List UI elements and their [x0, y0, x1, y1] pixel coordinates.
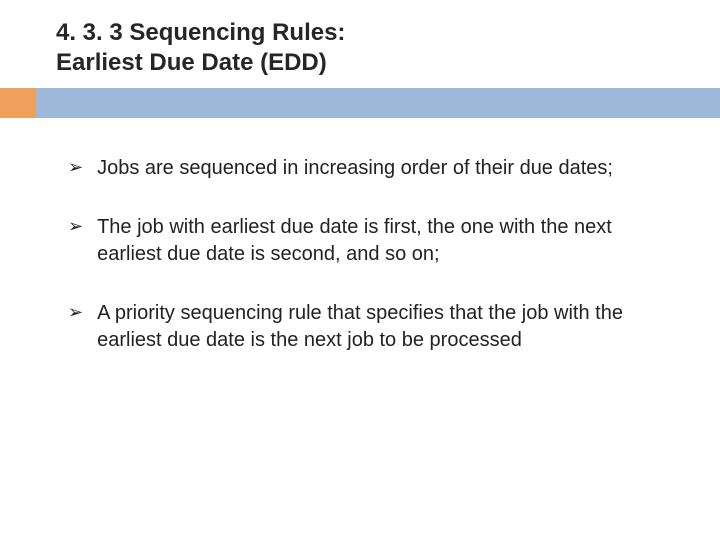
list-item: ➢ A priority sequencing rule that specif…: [68, 300, 672, 354]
title-line-2: Earliest Due Date (EDD): [56, 48, 680, 78]
accent-orange-block: [0, 88, 36, 118]
slide: 4. 3. 3 Sequencing Rules: Earliest Due D…: [0, 0, 720, 540]
bullet-text: Jobs are sequenced in increasing order o…: [97, 155, 613, 182]
arrow-icon: ➢: [68, 214, 83, 238]
accent-blue-block: [36, 88, 720, 118]
bullet-text: The job with earliest due date is first,…: [97, 214, 672, 268]
list-item: ➢ Jobs are sequenced in increasing order…: [68, 155, 672, 182]
arrow-icon: ➢: [68, 155, 83, 179]
title-line-1: 4. 3. 3 Sequencing Rules:: [56, 18, 680, 48]
bullet-text: A priority sequencing rule that specifie…: [97, 300, 672, 354]
slide-title: 4. 3. 3 Sequencing Rules: Earliest Due D…: [56, 18, 680, 78]
arrow-icon: ➢: [68, 300, 83, 324]
list-item: ➢ The job with earliest due date is firs…: [68, 214, 672, 268]
accent-bar: [0, 88, 720, 118]
body-content: ➢ Jobs are sequenced in increasing order…: [68, 155, 672, 386]
